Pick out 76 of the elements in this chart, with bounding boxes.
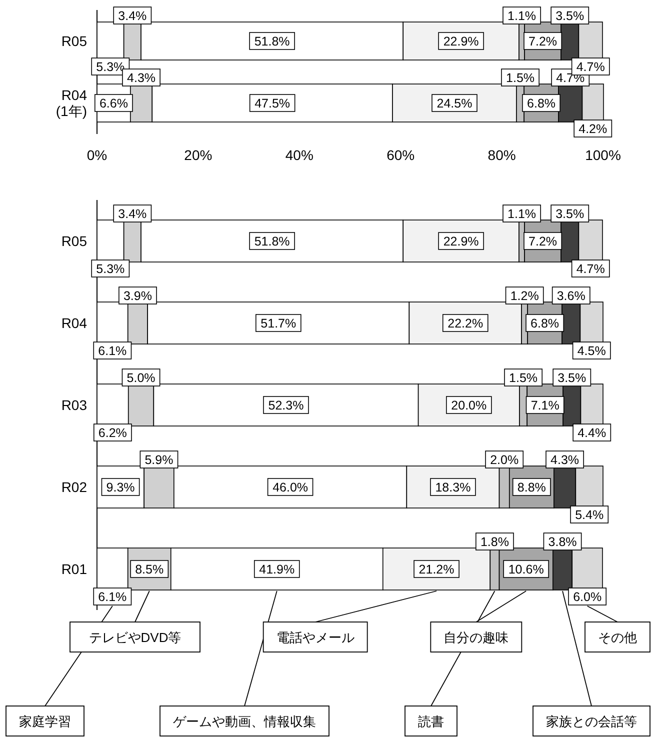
text: 家族との会話等 [546,714,637,729]
data-label: 51.8% [254,34,290,48]
data-label: 22.2% [448,316,484,330]
x-tick-label: 0% [86,147,108,163]
data-label: 1.2% [510,289,539,303]
y-tick-label: R05 [61,233,88,249]
data-label: 5.9% [144,453,174,467]
x-tick-label: 60% [386,147,415,163]
data-label: 2.0% [490,453,519,467]
data-label: 6.1% [98,590,127,604]
data-label: 5.4% [575,508,604,522]
data-label: 51.7% [260,316,296,330]
y-tick-label: R04 (1年) [56,87,88,119]
legend-label: その他 [598,630,637,645]
data-label: 5.3% [96,262,125,276]
legend-label: 自分の趣味 [444,630,509,645]
data-label: 9.3% [106,480,135,494]
data-label: 6.8% [530,316,560,330]
data-label: 7.2% [528,34,558,48]
data-label: 24.5% [436,96,472,110]
x-tick-label: 80% [488,147,516,163]
data-label: 4.7% [576,262,605,276]
data-label: 4.3% [127,71,156,85]
data-label: 10.6% [508,562,544,576]
data-label: 3.5% [556,207,584,221]
data-label: 6.0% [573,590,602,604]
data-label: 18.3% [435,480,471,494]
data-label: 8.8% [517,480,546,494]
data-label: 4.5% [577,344,606,358]
x-tick-label: 100% [585,147,621,163]
text: 電話やメール [276,630,354,645]
data-label: 1.1% [508,9,536,23]
data-label: 8.5% [135,562,164,576]
data-label: 3.6% [556,289,586,303]
data-label: 3.8% [548,535,577,549]
data-label: 6.8% [527,96,556,110]
data-label: 4.2% [578,122,608,136]
data-label: 52.3% [268,398,304,412]
data-label: 1.5% [506,71,535,85]
data-label: 5.0% [126,371,156,385]
data-label: 6.1% [98,344,127,358]
data-label: 21.2% [418,562,454,576]
data-label: 3.9% [123,289,152,303]
y-tick-label: R04 [61,315,88,331]
data-label: 3.4% [118,207,147,221]
data-label: 7.1% [530,398,560,412]
data-label: 7.2% [528,234,558,248]
data-label: 46.0% [272,480,308,494]
data-label: 22.9% [443,234,479,248]
data-label: 3.5% [558,371,586,385]
y-tick-label: R05 [61,33,88,49]
y-tick-label: R01 [61,561,88,577]
data-label: 51.8% [254,234,290,248]
data-label: 6.6% [99,96,128,110]
data-label: 3.4% [118,9,147,23]
data-label: 5.3% [96,60,125,74]
data-label: 4.7% [576,60,605,74]
data-label: 41.9% [259,562,295,576]
data-label: 47.5% [254,96,290,110]
data-label: 4.3% [550,453,580,467]
data-label: 1.1% [508,207,536,221]
data-label: 6.2% [98,426,127,440]
x-tick-label: 40% [285,147,314,163]
data-label: 4.4% [578,426,606,440]
data-label: 1.5% [509,371,538,385]
data-label: 20.0% [451,398,487,412]
text: 家庭学習 [19,714,71,729]
y-tick-label: R03 [61,397,88,413]
text: ゲームや動画、情報収集 [173,714,316,729]
data-label: 1.8% [480,535,509,549]
data-label: 3.5% [556,9,584,23]
legend-label: テレビやDVD等 [88,630,182,645]
data-label: 22.9% [443,34,479,48]
text: 読書 [418,714,444,729]
x-tick-label: 20% [184,147,212,163]
y-tick-label: R02 [61,479,88,495]
